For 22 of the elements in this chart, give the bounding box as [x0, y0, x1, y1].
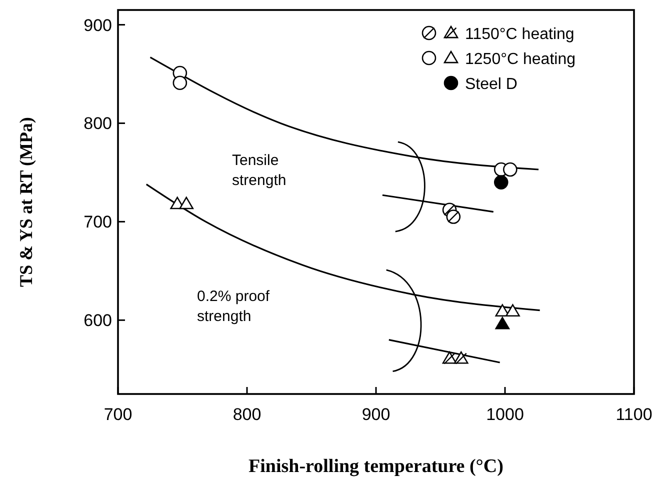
point [172, 76, 188, 90]
legend-label: 1150°C heating [465, 26, 574, 43]
y-tick-label: 800 [84, 114, 112, 134]
legend-label: Steel D [465, 76, 518, 93]
annotation: 0.2% proof strength [197, 288, 270, 325]
legend-label: 1250°C heating [465, 51, 576, 68]
x-tick-label: 1100 [616, 405, 652, 424]
point [506, 304, 520, 316]
x-tick-label: 900 [362, 405, 390, 424]
point [179, 196, 194, 210]
x-tick-label: 800 [232, 405, 262, 424]
point [494, 175, 508, 190]
point [503, 162, 518, 177]
x-tick-label: 700 [104, 405, 132, 424]
point [495, 316, 510, 330]
x-axis-title: Finish-rolling temperature (°C) [248, 456, 504, 477]
y-axis-title: TS & YS at RT (MPa) [16, 117, 36, 287]
annotation: Tensile strength [232, 152, 286, 189]
y-tick-label: 700 [84, 212, 112, 232]
x-tick-label: 1000 [486, 405, 524, 424]
y-tick-label: 600 [84, 311, 112, 330]
y-tick-label: 900 [84, 16, 112, 35]
